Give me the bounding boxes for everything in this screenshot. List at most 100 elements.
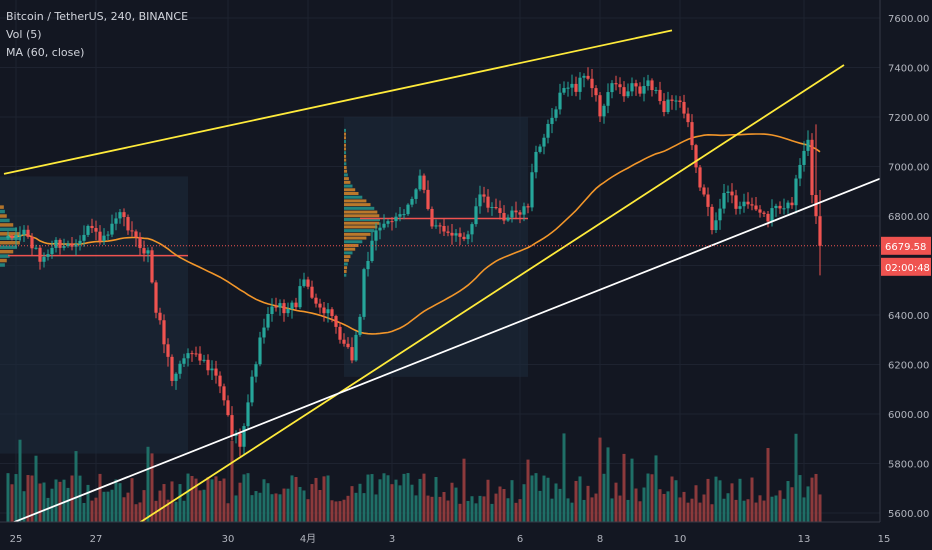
volume-bar	[538, 490, 542, 522]
candle-body	[318, 303, 322, 308]
candle-body	[402, 214, 406, 216]
volume-bar	[302, 490, 306, 522]
candle-body	[486, 196, 490, 208]
candle-body	[126, 217, 130, 231]
candle-body	[638, 86, 642, 94]
candle-body	[306, 279, 310, 287]
volume-bar	[678, 497, 682, 522]
candle-body	[38, 247, 42, 262]
volume-bar	[310, 484, 314, 522]
candle-body	[194, 353, 198, 355]
volume-bar	[482, 496, 486, 522]
volume-bar	[746, 499, 750, 522]
candle-body	[458, 233, 462, 237]
volume-bar	[450, 482, 454, 522]
volume-bar	[318, 490, 322, 522]
profile-bar	[0, 214, 7, 218]
volume-bar	[550, 498, 554, 522]
moving-average-line	[7, 133, 821, 335]
volume-bar	[578, 476, 582, 522]
volume-bar	[558, 488, 562, 522]
candle-body	[818, 216, 822, 246]
candle-body	[250, 376, 254, 403]
volume-bar	[214, 476, 218, 522]
candle-body	[606, 92, 610, 106]
volume-bar	[786, 481, 790, 522]
legend-ma[interactable]: MA (60, close)	[6, 46, 85, 59]
candle-body	[122, 212, 126, 218]
candle-body	[106, 234, 110, 236]
candle-body	[286, 308, 290, 314]
trend-line-white	[11, 173, 893, 524]
volume-bar	[378, 479, 382, 522]
profile-bar	[0, 236, 21, 241]
volume-bar	[142, 490, 146, 522]
candle-body	[54, 239, 58, 248]
candle-body	[534, 151, 538, 173]
y-tick-label: 7600.00	[888, 14, 929, 25]
volume-bar	[454, 487, 458, 522]
volume-bar	[774, 495, 778, 522]
candle-body	[298, 286, 302, 308]
profile-bar	[344, 147, 347, 151]
candle-body	[386, 221, 390, 224]
volume-bar	[694, 485, 698, 522]
volume-bar	[250, 495, 254, 522]
candle-body	[222, 386, 226, 401]
profile-bar	[344, 169, 348, 173]
candle-body	[174, 373, 178, 381]
candle-body	[146, 250, 150, 254]
volume-bar	[602, 473, 606, 522]
candle-body	[62, 246, 66, 248]
candle-body	[598, 95, 602, 117]
candle-body	[190, 353, 194, 355]
legend-symbol[interactable]: Bitcoin / TetherUS, 240, BINANCE	[6, 10, 189, 23]
candle-body	[226, 400, 230, 416]
volume-bar	[410, 484, 414, 522]
x-tick-label: 3	[389, 534, 395, 545]
candle-body	[186, 353, 190, 359]
volume-bar	[258, 492, 262, 522]
candle-body	[142, 248, 146, 254]
profile-bar	[0, 245, 18, 249]
volume-bar	[106, 491, 110, 522]
legend-volume[interactable]: Vol (5)	[6, 28, 42, 41]
candle-body	[506, 217, 510, 221]
volume-bar	[274, 493, 278, 522]
candle-body	[178, 363, 182, 374]
volume-bar	[382, 473, 386, 522]
candle-body	[218, 375, 222, 387]
profile-bar	[344, 266, 348, 270]
profile-bar	[0, 223, 14, 227]
candle-body	[382, 223, 386, 228]
volume-bar	[242, 474, 246, 522]
candle-body	[362, 269, 366, 317]
volume-bar	[598, 437, 602, 522]
profile-bar	[344, 158, 347, 162]
candle-body	[206, 359, 210, 371]
candle-body	[778, 205, 782, 209]
candle-body	[214, 368, 218, 376]
volume-bar	[126, 492, 130, 522]
trend-line-yellow	[3, 29, 673, 175]
volume-bar	[162, 484, 166, 522]
profile-bar	[344, 262, 348, 266]
volume-bar	[262, 479, 266, 522]
volume-bar	[506, 498, 510, 522]
candle-body	[418, 175, 422, 190]
x-tick-label: 6	[517, 534, 523, 545]
candle-body	[706, 194, 710, 207]
volume-bar	[670, 476, 674, 522]
volume-bar	[470, 496, 474, 522]
volume-bar	[478, 495, 482, 522]
volume-bar	[414, 495, 418, 522]
candle-body	[138, 237, 142, 249]
volume-bar	[638, 501, 642, 522]
candle-body	[334, 316, 338, 327]
profile-bar	[0, 254, 10, 258]
candle-body	[82, 234, 86, 241]
candle-body	[474, 206, 478, 225]
volume-bar	[246, 473, 250, 522]
candle-body	[414, 189, 418, 199]
